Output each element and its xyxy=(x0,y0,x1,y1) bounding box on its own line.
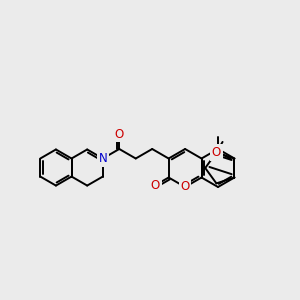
Text: O: O xyxy=(151,179,160,192)
Text: N: N xyxy=(98,152,107,165)
Text: O: O xyxy=(115,128,124,141)
Text: O: O xyxy=(212,146,221,159)
Text: O: O xyxy=(181,181,190,194)
